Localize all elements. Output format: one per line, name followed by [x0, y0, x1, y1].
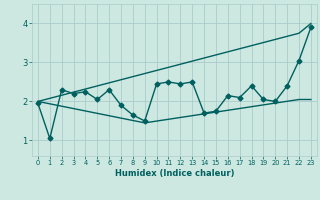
X-axis label: Humidex (Indice chaleur): Humidex (Indice chaleur)	[115, 169, 234, 178]
